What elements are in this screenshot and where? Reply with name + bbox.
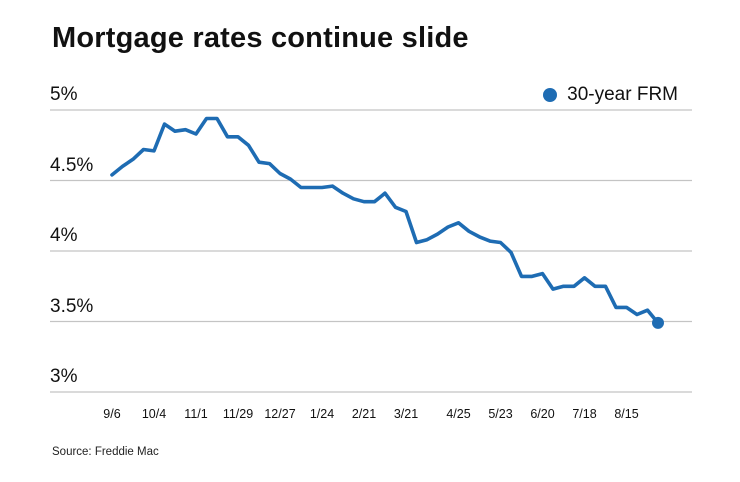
legend: 30-year FRM xyxy=(543,84,678,106)
y-tick-label: 3.5% xyxy=(50,295,94,317)
y-tick-label: 3% xyxy=(50,366,78,387)
rate-line xyxy=(110,116,660,325)
x-tick-label: 2/21 xyxy=(351,407,377,421)
y-tick-label: 4% xyxy=(50,225,78,246)
x-tick-label: 5/23 xyxy=(488,407,513,421)
x-tick-label: 8/15 xyxy=(614,407,639,421)
last-point-marker xyxy=(652,316,664,329)
x-tick-label: 3/21 xyxy=(393,407,419,421)
x-tick-label: 1/24 xyxy=(309,407,335,421)
chart-title: Mortgage rates continue slide xyxy=(52,22,469,54)
x-tick-label: 11/1 xyxy=(184,407,208,421)
x-tick-label: 10/4 xyxy=(141,407,167,421)
x-tick-label: 11/29 xyxy=(222,407,254,421)
legend-dot-icon xyxy=(543,88,558,102)
y-tick-label: 4.5% xyxy=(50,154,94,176)
x-tick-label: 4/25 xyxy=(446,407,471,421)
y-tick-label: 5% xyxy=(50,84,78,105)
legend-label: 30-year FRM xyxy=(567,84,678,105)
x-tick-label: 7/18 xyxy=(572,407,597,421)
x-tick-label: 9/6 xyxy=(103,407,121,421)
x-tick-label: 6/20 xyxy=(530,407,555,421)
x-tick-label: 12/27 xyxy=(264,407,296,421)
source-note: Source: Freddie Mac xyxy=(52,446,159,458)
